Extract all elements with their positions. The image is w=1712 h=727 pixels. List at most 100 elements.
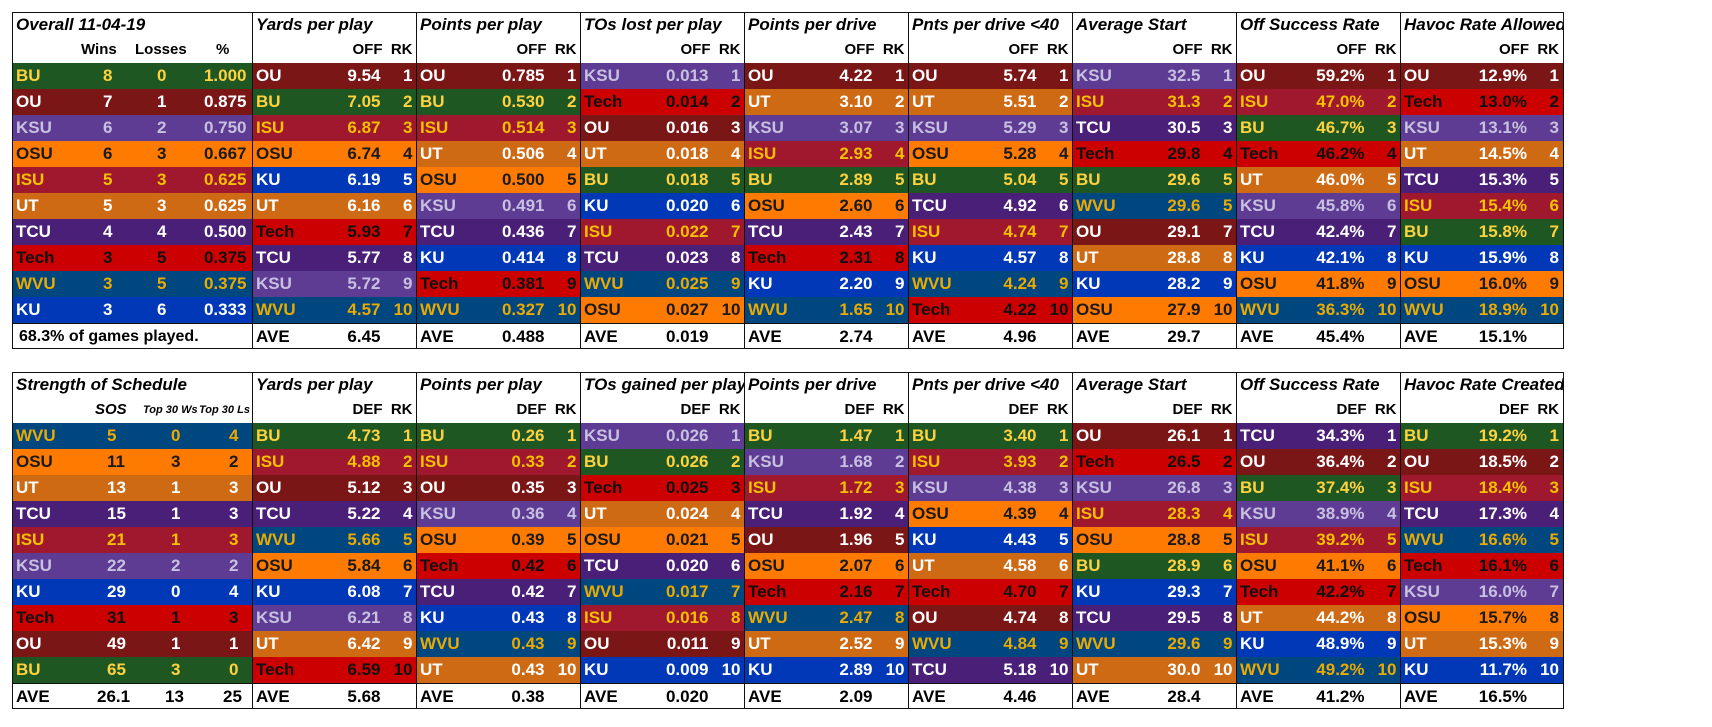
team-name: OU (912, 66, 938, 85)
team-name: OSU (1076, 300, 1113, 319)
rank-value: 9 (403, 634, 413, 653)
average-row: AVE 2.74 (745, 323, 909, 348)
stat-value: 2.16 (839, 582, 873, 601)
table-row: Tech 13.0% 2 (1401, 89, 1563, 115)
rank-value: 1 (567, 426, 577, 445)
table-row: ISU 0.33 2 (417, 449, 581, 475)
rank-value: 7 (1223, 222, 1233, 241)
losses-value: 6 (157, 300, 167, 319)
table-row: KU 2.89 10 (745, 657, 909, 683)
rank-value: 7 (1059, 582, 1069, 601)
team-name: KU (584, 660, 609, 679)
average-row: AVE 4.46 (909, 683, 1073, 708)
average-row: AVE 6.45 (253, 323, 417, 348)
team-name: TCU (1076, 118, 1111, 137)
rank-value: 6 (895, 196, 905, 215)
team-name: BU (748, 426, 773, 445)
stat-title: Points per drive (748, 375, 877, 394)
team-name: TCU (1404, 504, 1439, 523)
table-row: Tech 42.2% 7 (1237, 579, 1401, 605)
team-name: OSU (16, 452, 53, 471)
stat-value: 6.19 (347, 170, 381, 189)
team-name: Tech (420, 274, 459, 293)
rank-header: RK (718, 41, 741, 58)
stat-value: 4.57 (1003, 248, 1037, 267)
stat-value: 0.020 (665, 196, 709, 215)
table-row: KU 28.2 9 (1073, 271, 1237, 297)
top30-wins-value: 1 (171, 478, 181, 497)
team-name: KU (912, 530, 937, 549)
losses-value: 2 (157, 118, 167, 137)
team-name: UT (420, 144, 443, 163)
stat-title: Yards per play (256, 15, 373, 34)
team-name: OU (912, 608, 938, 627)
stat-value: 0.009 (665, 660, 709, 679)
stat-value: 48.9% (1316, 634, 1365, 653)
table-row: ISU 47.0% 2 (1237, 89, 1401, 115)
rank-header: RK (1046, 41, 1069, 58)
block-header: Points per drive DEF RK (745, 373, 909, 423)
stat-value: 46.7% (1316, 118, 1365, 137)
team-name: UT (912, 556, 935, 575)
top30-wins-value: 2 (171, 556, 181, 575)
stat-value: 6.16 (347, 196, 381, 215)
rank-value: 10 (885, 300, 905, 319)
team-name: UT (1240, 608, 1263, 627)
stat-title: Off Success Rate (1240, 375, 1380, 394)
average-row: AVE 26.1 13 25 (13, 683, 253, 708)
table-row: ISU 1.72 3 (745, 475, 909, 501)
average-label: AVE (1240, 687, 1274, 706)
team-name: BU (1404, 426, 1429, 445)
team-name: OU (420, 66, 446, 85)
wins-header: Wins (81, 41, 117, 58)
stat-value: 16.0% (1478, 274, 1527, 293)
table-row: Tech 4.22 10 (909, 297, 1073, 323)
wins-value: 6 (103, 118, 113, 137)
table-row: KSU 3.07 3 (745, 115, 909, 141)
table-row: KU 11.7% 10 (1401, 657, 1563, 683)
rank-value: 7 (731, 222, 741, 241)
rank-value: 4 (403, 504, 413, 523)
stat-value: 6.42 (347, 634, 381, 653)
table-row: OU 4.74 8 (909, 605, 1073, 631)
table-row: Tech 0.025 3 (581, 475, 745, 501)
block-header: Havoc Rate Created DEF RK (1401, 373, 1563, 423)
team-name: ISU (16, 170, 45, 189)
team-name: WVU (256, 300, 296, 319)
stat-title: Off Success Rate (1240, 15, 1380, 34)
average-value: 41.2% (1316, 687, 1365, 706)
block-header: Pnts per drive <40 DEF RK (909, 373, 1073, 423)
stat-value: 44.2% (1316, 608, 1365, 627)
rank-header: RK (882, 401, 905, 418)
table-row: ISU 28.3 4 (1073, 501, 1237, 527)
table-row: OSU 15.7% 8 (1401, 605, 1563, 631)
table-row: KSU 5.72 9 (253, 271, 417, 297)
rank-value: 2 (403, 452, 413, 471)
stat-value: 5.66 (347, 530, 381, 549)
rank-value: 4 (403, 144, 413, 163)
stat-value: 0.506 (501, 144, 545, 163)
rank-value: 3 (731, 478, 741, 497)
rank-value: 8 (403, 248, 413, 267)
stat-value: 2.31 (839, 248, 873, 267)
table-row: UT 6.42 9 (253, 631, 417, 657)
rank-value: 1 (895, 426, 905, 445)
team-name: WVU (420, 300, 460, 319)
pct-value: 0.375 (203, 248, 247, 267)
team-name: OSU (748, 196, 785, 215)
table-row: TCU 1.92 4 (745, 501, 909, 527)
table-row: OU 49 1 1 (13, 631, 253, 657)
stat-value: 0.011 (666, 634, 709, 653)
rank-value: 5 (1059, 530, 1069, 549)
team-name: TCU (420, 222, 455, 241)
team-name: OU (256, 478, 282, 497)
rank-value: 7 (403, 582, 413, 601)
table-row: WVU 0.017 7 (581, 579, 745, 605)
table-row: KU 48.9% 9 (1237, 631, 1401, 657)
table-row: TCU 2.43 7 (745, 219, 909, 245)
team-name: KSU (748, 118, 784, 137)
average-value: 45.4% (1316, 327, 1365, 346)
sos-value: 15 (107, 504, 126, 523)
table-row: Tech 26.5 2 (1073, 449, 1237, 475)
block-header: Points per play DEF RK (417, 373, 581, 423)
